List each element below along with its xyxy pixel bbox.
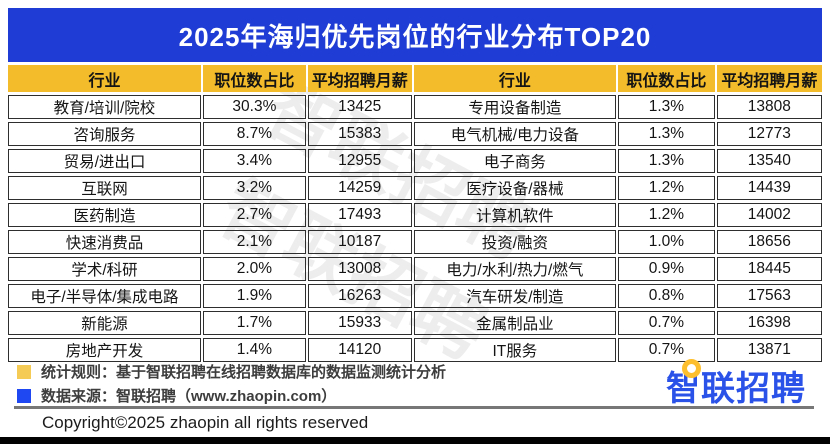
table-cell: 18656 <box>716 230 822 254</box>
table-cell: 14002 <box>716 203 822 227</box>
table-row: 房地产开发 1.4% 14120 IT服务 0.7% 13871 <box>8 338 822 362</box>
table-cell: 14120 <box>307 338 412 362</box>
gold-square-icon <box>17 364 31 379</box>
table-cell: 2.1% <box>202 230 306 254</box>
column-header: 平均招聘月薪 <box>307 65 412 92</box>
blue-square-icon <box>17 388 31 403</box>
page-title: 2025年海归优先岗位的行业分布TOP20 <box>8 8 822 62</box>
stat-rule-text: 统计规则：基于智联招聘在线招聘数据库的数据监测统计分析 <box>41 364 447 381</box>
table-header-row: 行业 职位数占比 平均招聘月薪 行业 职位数占比 平均招聘月薪 <box>8 65 822 92</box>
bottom-edge-strip <box>0 437 830 444</box>
table-cell: 1.3% <box>618 95 715 119</box>
table-cell: 专用设备制造 <box>413 95 617 119</box>
table-cell: 1.2% <box>618 176 715 200</box>
table-cell: IT服务 <box>413 338 617 362</box>
copyright-text: Copyright©2025 zhaopin all rights reserv… <box>42 413 369 432</box>
table-cell: 15933 <box>307 311 412 335</box>
table-row: 新能源 1.7% 15933 金属制品业 0.7% 16398 <box>8 311 822 335</box>
table-cell: 金属制品业 <box>413 311 617 335</box>
table-cell: 13425 <box>307 95 412 119</box>
table-cell: 互联网 <box>8 176 201 200</box>
table-cell: 学术/科研 <box>8 257 201 281</box>
table-cell: 14439 <box>716 176 822 200</box>
table-row: 教育/培训/院校 30.3% 13425 专用设备制造 1.3% 13808 <box>8 95 822 119</box>
table-cell: 12955 <box>307 149 412 173</box>
table-cell: 电气机械/电力设备 <box>413 122 617 146</box>
zhaopin-logo: 智联招聘 <box>666 359 806 410</box>
table-cell: 15383 <box>307 122 412 146</box>
table-cell: 16263 <box>307 284 412 308</box>
table-cell: 0.9% <box>618 257 715 281</box>
table-cell: 医疗设备/器械 <box>413 176 617 200</box>
table-cell: 17493 <box>307 203 412 227</box>
table-row: 电子/半导体/集成电路 1.9% 16263 汽车研发/制造 0.8% 17563 <box>8 284 822 308</box>
table-cell: 2.0% <box>202 257 306 281</box>
column-header: 平均招聘月薪 <box>716 65 822 92</box>
table-row: 医药制造 2.7% 17493 计算机软件 1.2% 14002 <box>8 203 822 227</box>
table-row: 快速消费品 2.1% 10187 投资/融资 1.0% 18656 <box>8 230 822 254</box>
table-cell: 30.3% <box>202 95 306 119</box>
table-cell: 3.4% <box>202 149 306 173</box>
data-source-text: 数据来源：智联招聘（www.zhaopin.com） <box>41 388 337 405</box>
column-header: 职位数占比 <box>202 65 306 92</box>
table-cell: 计算机软件 <box>413 203 617 227</box>
footer-divider <box>14 406 814 409</box>
table-cell: 10187 <box>307 230 412 254</box>
table-row: 学术/科研 2.0% 13008 电力/水利/热力/燃气 0.9% 18445 <box>8 257 822 281</box>
table-cell: 贸易/进出口 <box>8 149 201 173</box>
column-header: 行业 <box>8 65 201 92</box>
table-row: 贸易/进出口 3.4% 12955 电子商务 1.3% 13540 <box>8 149 822 173</box>
table-cell: 1.3% <box>618 149 715 173</box>
table-cell: 1.0% <box>618 230 715 254</box>
table-cell: 14259 <box>307 176 412 200</box>
table-cell: 电力/水利/热力/燃气 <box>413 257 617 281</box>
table-cell: 3.2% <box>202 176 306 200</box>
table-cell: 16398 <box>716 311 822 335</box>
table-cell: 1.7% <box>202 311 306 335</box>
table-cell: 13540 <box>716 149 822 173</box>
table-cell: 投资/融资 <box>413 230 617 254</box>
table-cell: 8.7% <box>202 122 306 146</box>
table-cell: 1.9% <box>202 284 306 308</box>
table-cell: 13871 <box>716 338 822 362</box>
table-cell: 13008 <box>307 257 412 281</box>
column-header: 行业 <box>413 65 617 92</box>
table-cell: 电子商务 <box>413 149 617 173</box>
table-cell: 汽车研发/制造 <box>413 284 617 308</box>
table-cell: 咨询服务 <box>8 122 201 146</box>
table-row: 咨询服务 8.7% 15383 电气机械/电力设备 1.3% 12773 <box>8 122 822 146</box>
table-cell: 18445 <box>716 257 822 281</box>
table-cell: 2.7% <box>202 203 306 227</box>
stat-rule-line: 统计规则：基于智联招聘在线招聘数据库的数据监测统计分析 <box>17 361 446 382</box>
table-cell: 1.2% <box>618 203 715 227</box>
table-cell: 0.8% <box>618 284 715 308</box>
logo-ring-icon <box>682 359 701 378</box>
column-header: 职位数占比 <box>618 65 715 92</box>
table-cell: 1.3% <box>618 122 715 146</box>
table-cell: 1.4% <box>202 338 306 362</box>
table-cell: 教育/培训/院校 <box>8 95 201 119</box>
table-row: 互联网 3.2% 14259 医疗设备/器械 1.2% 14439 <box>8 176 822 200</box>
table-cell: 新能源 <box>8 311 201 335</box>
table-cell: 0.7% <box>618 338 715 362</box>
table-cell: 12773 <box>716 122 822 146</box>
industry-distribution-table: 行业 职位数占比 平均招聘月薪 行业 职位数占比 平均招聘月薪 教育/培训/院校 30.3%… <box>6 62 824 365</box>
table-cell: 13808 <box>716 95 822 119</box>
table-cell: 房地产开发 <box>8 338 201 362</box>
data-source-line: 数据来源：智联招聘（www.zhaopin.com） <box>17 385 336 406</box>
table-cell: 17563 <box>716 284 822 308</box>
table-cell: 0.7% <box>618 311 715 335</box>
table-cell: 电子/半导体/集成电路 <box>8 284 201 308</box>
table-cell: 医药制造 <box>8 203 201 227</box>
table-cell: 快速消费品 <box>8 230 201 254</box>
